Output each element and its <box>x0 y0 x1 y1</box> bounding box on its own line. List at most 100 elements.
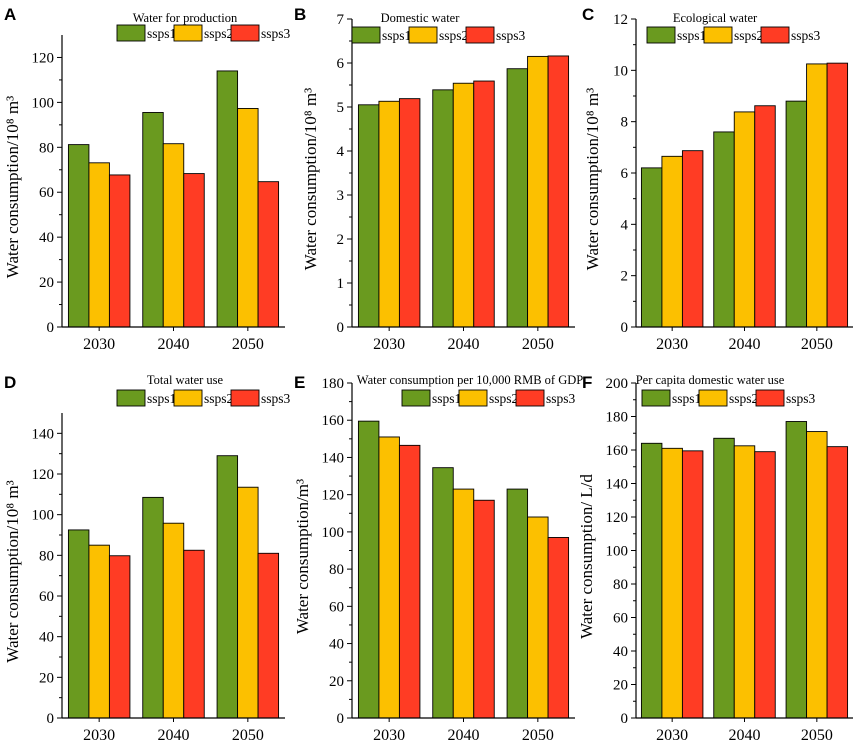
legend-swatch-ssps1 <box>641 389 671 407</box>
legend-swatch-ssps3 <box>465 26 495 44</box>
x-tick-label: 2040 <box>729 336 761 353</box>
legend-swatch-ssps2 <box>408 26 438 44</box>
legend-label-ssps2: ssps2 <box>489 391 518 406</box>
y-tick-label: 6 <box>621 166 629 182</box>
x-tick-label: 2030 <box>373 336 405 353</box>
legend-swatch-ssps2 <box>698 389 728 407</box>
panel-e: E Water consumption per 10,000 RMB of GDP… <box>293 373 583 744</box>
y-tick-label: 8 <box>621 115 629 131</box>
y-tick-label: 80 <box>39 140 54 156</box>
bar-ssps2-2050 <box>806 431 828 719</box>
bar-ssps2-2050 <box>806 63 828 328</box>
x-tick-label: 2040 <box>158 727 190 744</box>
y-tick-label: 20 <box>329 674 344 690</box>
legend-swatch-ssps1 <box>351 26 381 44</box>
y-tick-label: 60 <box>39 589 54 605</box>
bar-ssps1-2030 <box>357 104 380 328</box>
legend-label-ssps3: ssps3 <box>786 391 816 406</box>
bar-ssps1-2040 <box>713 437 735 719</box>
bar-ssps2-2040 <box>452 488 475 719</box>
y-tick-label: 200 <box>606 376 629 392</box>
bar-ssps3-2040 <box>473 499 495 719</box>
y-tick-label: 160 <box>606 443 629 459</box>
legend-label-ssps3: ssps3 <box>261 26 291 41</box>
bar-ssps3-2040 <box>754 105 776 328</box>
chart-title: Total water use <box>147 373 224 387</box>
y-tick-label: 0 <box>47 320 55 336</box>
bar-ssps3-2030 <box>108 555 131 719</box>
y-tick-label: 12 <box>613 12 628 28</box>
y-tick-label: 20 <box>613 678 628 694</box>
bar-ssps2-2030 <box>88 544 110 719</box>
bar-ssps1-2030 <box>67 144 90 328</box>
bar-ssps3-2030 <box>681 450 704 719</box>
y-tick-label: 100 <box>322 525 345 541</box>
y-tick-label: 60 <box>613 611 628 627</box>
x-tick-label: 2050 <box>801 336 833 353</box>
bar-ssps3-2030 <box>108 174 131 328</box>
y-tick-label: 2 <box>621 269 629 285</box>
bar-ssps3-2030 <box>398 98 421 328</box>
legend-swatch-ssps3 <box>515 389 545 407</box>
y-tick-label: 120 <box>322 488 345 504</box>
y-axis-label: Water consumption/ L/d <box>577 474 596 639</box>
y-axis-label: Water consumption/10⁸ m³ <box>3 96 22 278</box>
chart-title: Water consumption per 10,000 RMB of GDP <box>357 373 583 387</box>
x-tick-label: 2040 <box>729 727 761 744</box>
y-tick-label: 120 <box>32 50 55 66</box>
legend-swatch-ssps1 <box>646 26 676 44</box>
bar-ssps3-2050 <box>826 446 849 719</box>
legend-label-ssps2: ssps2 <box>204 26 233 41</box>
bar-ssps1-2050 <box>216 455 239 719</box>
legend-label-ssps2: ssps2 <box>734 28 763 43</box>
y-tick-label: 6 <box>337 56 345 72</box>
chart-title: Per capita domestic water use <box>636 373 785 387</box>
bar-ssps3-2030 <box>398 444 421 719</box>
legend-swatch-ssps2 <box>458 389 488 407</box>
legend-label-ssps2: ssps2 <box>204 391 233 406</box>
y-tick-label: 0 <box>621 320 629 336</box>
y-tick-label: 0 <box>337 320 345 336</box>
bar-ssps2-2040 <box>162 143 185 328</box>
bar-ssps2-2040 <box>733 445 756 719</box>
legend-label-ssps1: ssps1 <box>677 28 706 43</box>
legend-swatch-ssps2 <box>173 24 203 42</box>
y-tick-label: 80 <box>329 562 344 578</box>
panel-letter: D <box>4 373 16 392</box>
y-tick-label: 40 <box>39 630 54 646</box>
legend-label-ssps2: ssps2 <box>729 391 758 406</box>
legend-label-ssps3: ssps3 <box>261 391 291 406</box>
y-tick-label: 5 <box>337 100 345 116</box>
panel-b: B Domestic water 0 1 2 3 4 5 6 7 2030 2040 2050 Water… <box>294 5 575 353</box>
panel-f: F Per capita domestic water use0204060801… <box>577 373 853 744</box>
panel-letter: E <box>294 373 305 392</box>
bar-ssps2-2050 <box>237 486 259 719</box>
y-tick-label: 2 <box>337 232 345 248</box>
legend-label-ssps1: ssps1 <box>147 26 176 41</box>
legend-label-ssps3: ssps3 <box>791 28 821 43</box>
x-tick-label: 2050 <box>232 727 264 744</box>
bar-ssps2-2050 <box>237 107 259 328</box>
legend-swatch-ssps1 <box>116 24 146 42</box>
x-tick-label: 2030 <box>373 727 405 744</box>
legend-swatch-ssps1 <box>116 389 146 407</box>
y-tick-label: 100 <box>32 95 55 111</box>
y-tick-label: 20 <box>39 670 54 686</box>
bar-ssps2-2050 <box>527 55 549 328</box>
chart-title: Water for production <box>133 11 238 25</box>
y-tick-label: 3 <box>337 188 345 204</box>
y-tick-label: 4 <box>337 144 345 160</box>
bar-ssps1-2050 <box>785 421 808 719</box>
bar-ssps1-2040 <box>142 496 164 719</box>
x-tick-label: 2050 <box>232 336 264 353</box>
legend-label-ssps1: ssps1 <box>382 28 411 43</box>
bar-ssps1-2030 <box>67 529 90 719</box>
y-tick-label: 10 <box>613 63 628 79</box>
bar-ssps3-2040 <box>183 173 205 328</box>
y-tick-label: 20 <box>39 275 54 291</box>
bar-ssps1-2040 <box>713 131 735 328</box>
y-tick-label: 0 <box>621 711 629 727</box>
bar-ssps3-2050 <box>257 552 280 719</box>
y-axis-label: Water consumption/m³ <box>293 479 312 634</box>
